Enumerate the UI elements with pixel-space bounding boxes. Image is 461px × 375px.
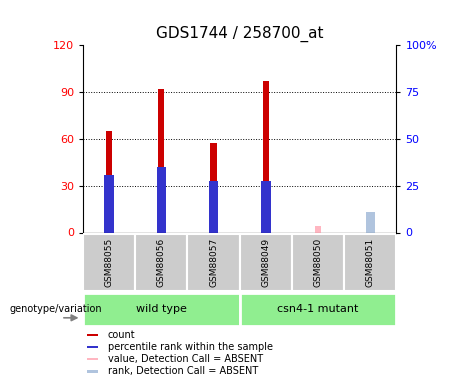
Text: percentile rank within the sample: percentile rank within the sample [107,342,272,352]
Text: GSM88055: GSM88055 [105,238,113,287]
Text: rank, Detection Call = ABSENT: rank, Detection Call = ABSENT [107,366,258,375]
FancyBboxPatch shape [292,234,344,291]
Bar [367,214,373,232]
Text: count: count [107,330,135,340]
FancyBboxPatch shape [188,234,240,291]
Text: GSM88051: GSM88051 [366,238,375,287]
Text: GSM88049: GSM88049 [261,238,270,287]
Bar [261,181,271,232]
Bar [211,144,217,232]
Bar [263,81,269,232]
Text: value, Detection Call = ABSENT: value, Detection Call = ABSENT [107,354,263,364]
Text: GSM88057: GSM88057 [209,238,218,287]
Bar [157,167,166,232]
FancyBboxPatch shape [240,293,396,326]
Text: GSM88056: GSM88056 [157,238,166,287]
Bar [158,89,165,232]
Title: GDS1744 / 258700_at: GDS1744 / 258700_at [156,26,324,42]
Bar [87,370,98,373]
FancyBboxPatch shape [344,234,396,291]
Bar [366,212,375,232]
Text: genotype/variation: genotype/variation [9,304,102,314]
Text: wild type: wild type [136,304,187,314]
FancyBboxPatch shape [240,234,292,291]
FancyBboxPatch shape [83,234,135,291]
Bar [87,358,98,360]
Bar [87,334,98,336]
Text: GSM88050: GSM88050 [313,238,323,287]
Bar [106,131,112,232]
Bar [315,226,321,232]
FancyBboxPatch shape [135,234,188,291]
Bar [87,346,98,348]
Bar [104,175,114,232]
Text: csn4-1 mutant: csn4-1 mutant [278,304,359,314]
Bar [209,181,219,232]
FancyBboxPatch shape [83,293,240,326]
